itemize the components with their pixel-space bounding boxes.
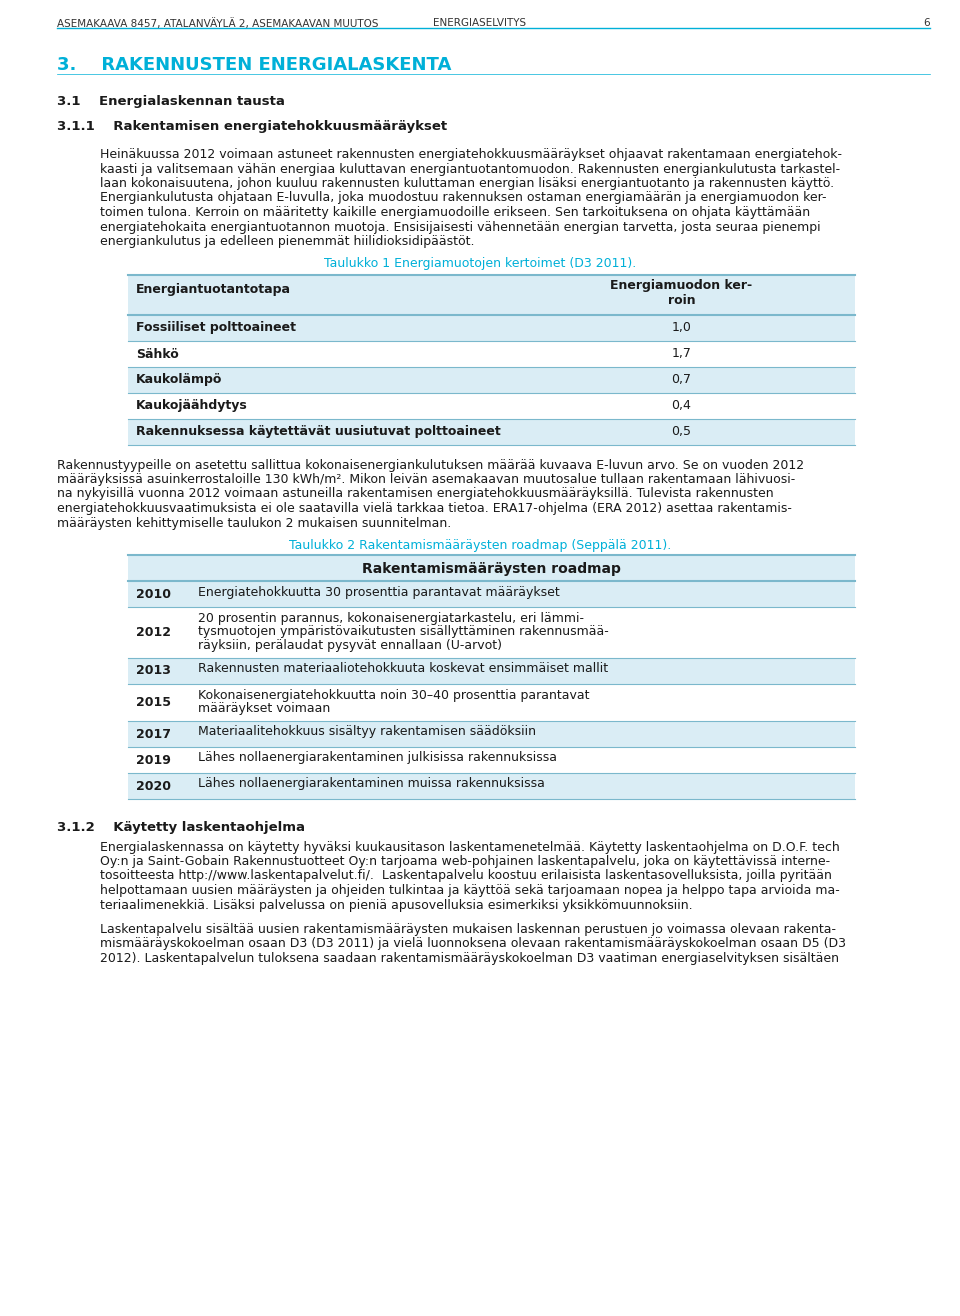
Text: 2012). Laskentapalvelun tuloksena saadaan rakentamismääräyskokoelman D3 vaatiman: 2012). Laskentapalvelun tuloksena saadaa…	[100, 951, 839, 965]
Text: Lähes nollaenergiarakentaminen muissa rakennuksissa: Lähes nollaenergiarakentaminen muissa ra…	[198, 778, 545, 791]
Bar	[128, 720, 855, 746]
Text: roin: roin	[668, 293, 695, 307]
Text: 2020: 2020	[136, 779, 171, 792]
Text: 2010: 2010	[136, 588, 171, 601]
Text: 1,7: 1,7	[672, 347, 691, 361]
Text: tosoitteesta http://www.laskentapalvelut.fi/.  Laskentapalvelu koostuu erilaisis: tosoitteesta http://www.laskentapalvelut…	[100, 870, 832, 883]
Text: ASEMAKAAVA 8457, ATALANVÄYLÄ 2, ASEMAKAAVAN MUUTOS: ASEMAKAAVA 8457, ATALANVÄYLÄ 2, ASEMAKAA…	[57, 18, 378, 29]
Bar	[128, 366, 855, 392]
Bar	[128, 746, 855, 772]
Text: tysmuotojen ympäristövaikutusten sisällyttäminen rakennusmää-: tysmuotojen ympäristövaikutusten sisälly…	[198, 625, 609, 638]
Text: toimen tulona. Kerroin on määritetty kaikille energiamuodoille erikseen. Sen tar: toimen tulona. Kerroin on määritetty kai…	[100, 207, 810, 218]
Text: ENERGIASELVITYS: ENERGIASELVITYS	[433, 18, 527, 28]
Text: energiankulutus ja edelleen pienemmät hiilidioksidipäästöt.: energiankulutus ja edelleen pienemmät hi…	[100, 236, 474, 247]
Text: laan kokonaisuutena, johon kuuluu rakennusten kuluttaman energian lisäksi energi: laan kokonaisuutena, johon kuuluu rakenn…	[100, 176, 834, 190]
Text: teriaalimenekkiä. Lisäksi palvelussa on pieniä apusovelluksia esimerkiksi yksikk: teriaalimenekkiä. Lisäksi palvelussa on …	[100, 899, 692, 912]
Text: 2019: 2019	[136, 754, 171, 766]
Text: energiatehokaita energiantuotannon muotoja. Ensisijaisesti vähennetään energian : energiatehokaita energiantuotannon muoto…	[100, 221, 821, 233]
Bar	[128, 315, 855, 341]
Text: 3.1.1    Rakentamisen energiatehokkuusmääräykset: 3.1.1 Rakentamisen energiatehokkuusmäärä…	[57, 120, 447, 133]
Text: Taulukko 1 Energiamuotojen kertoimet (D3 2011).: Taulukko 1 Energiamuotojen kertoimet (D3…	[324, 258, 636, 271]
Bar	[128, 580, 855, 607]
Text: energiatehokkuusvaatimuksista ei ole saatavilla vielä tarkkaa tietoa. ERA17-ohje: energiatehokkuusvaatimuksista ei ole saa…	[57, 501, 792, 515]
Text: na nykyisillä vuonna 2012 voimaan astuneilla rakentamisen energiatehokkuusmääräy: na nykyisillä vuonna 2012 voimaan astune…	[57, 487, 774, 500]
Text: Lähes nollaenergiarakentaminen julkisissa rakennuksissa: Lähes nollaenergiarakentaminen julkisiss…	[198, 751, 557, 765]
Text: määräysten kehittymiselle taulukon 2 mukaisen suunnitelman.: määräysten kehittymiselle taulukon 2 muk…	[57, 516, 451, 529]
Bar	[128, 418, 855, 445]
Text: 2017: 2017	[136, 728, 171, 741]
Text: 0,5: 0,5	[671, 425, 691, 438]
Text: helpottamaan uusien määräysten ja ohjeiden tulkintaa ja käyttöä sekä tarjoamaan : helpottamaan uusien määräysten ja ohjeid…	[100, 884, 840, 898]
Text: 0,4: 0,4	[672, 400, 691, 412]
Text: 3.1    Energialaskennan tausta: 3.1 Energialaskennan tausta	[57, 95, 285, 108]
Bar	[128, 392, 855, 418]
Text: Energiantuotantotapa: Energiantuotantotapa	[136, 283, 291, 296]
Text: 20 prosentin parannus, kokonaisenergiatarkastelu, eri lämmi-: 20 prosentin parannus, kokonaisenergiata…	[198, 612, 584, 625]
Text: Rakennuksessa käytettävät uusiutuvat polttoaineet: Rakennuksessa käytettävät uusiutuvat pol…	[136, 425, 501, 438]
Text: Kaukolämpö: Kaukolämpö	[136, 374, 223, 387]
Text: 0,7: 0,7	[671, 374, 691, 387]
Text: määräykset voimaan: määräykset voimaan	[198, 701, 330, 715]
Text: Energiamuodon ker-: Energiamuodon ker-	[611, 279, 753, 292]
Bar	[128, 683, 855, 720]
Text: Rakentamismääräysten roadmap: Rakentamismääräysten roadmap	[362, 562, 621, 576]
Bar	[128, 607, 855, 658]
Text: Rakennustyypeille on asetettu sallittua kokonaisenergiankulutuksen määrää kuvaav: Rakennustyypeille on asetettu sallittua …	[57, 458, 804, 471]
Text: Laskentapalvelu sisältää uusien rakentamismääräysten mukaisen laskennan perustue: Laskentapalvelu sisältää uusien rakentam…	[100, 923, 836, 936]
Text: 2015: 2015	[136, 696, 171, 709]
Text: 6: 6	[924, 18, 930, 28]
Text: Fossiiliset polttoaineet: Fossiiliset polttoaineet	[136, 321, 296, 334]
Text: räyksiin, perälaudat pysyvät ennallaan (U-arvot): räyksiin, perälaudat pysyvät ennallaan (…	[198, 640, 502, 651]
Text: 3.    RAKENNUSTEN ENERGIALASKENTA: 3. RAKENNUSTEN ENERGIALASKENTA	[57, 57, 451, 74]
Text: määräyksissä asuinkerrostaloille 130 kWh/m². Mikon leivän asemakaavan muutosalue: määräyksissä asuinkerrostaloille 130 kWh…	[57, 472, 795, 486]
Text: Oy:n ja Saint-Gobain Rakennustuotteet Oy:n tarjoama web-pohjainen laskentapalvel: Oy:n ja Saint-Gobain Rakennustuotteet Oy…	[100, 855, 830, 869]
Text: kaasti ja valitsemaan vähän energiaa kuluttavan energiantuotantomuodon. Rakennus: kaasti ja valitsemaan vähän energiaa kul…	[100, 162, 840, 175]
Text: Energiatehokkuutta 30 prosenttia parantavat määräykset: Energiatehokkuutta 30 prosenttia paranta…	[198, 586, 560, 599]
Bar	[128, 772, 855, 799]
Text: Rakennusten materiaaliotehokkuuta koskevat ensimmäiset mallit: Rakennusten materiaaliotehokkuuta koskev…	[198, 662, 608, 675]
Bar	[128, 658, 855, 683]
Text: Materiaalitehokkuus sisältyy rakentamisen säädöksiin: Materiaalitehokkuus sisältyy rakentamise…	[198, 725, 536, 738]
Text: Heinäkuussa 2012 voimaan astuneet rakennusten energiatehokkuusmääräykset ohjaava: Heinäkuussa 2012 voimaan astuneet rakenn…	[100, 147, 842, 161]
Text: Sähkö: Sähkö	[136, 347, 179, 361]
Bar	[128, 275, 855, 315]
Bar	[128, 555, 855, 580]
Text: Energiankulutusta ohjataan E-luvulla, joka muodostuu rakennuksen ostaman energia: Energiankulutusta ohjataan E-luvulla, jo…	[100, 192, 827, 204]
Text: mismääräyskokoelman osaan D3 (D3 2011) ja vielä luonnoksena olevaan rakentamismä: mismääräyskokoelman osaan D3 (D3 2011) j…	[100, 937, 846, 950]
Text: Taulukko 2 Rakentamismääräysten roadmap (Seppälä 2011).: Taulukko 2 Rakentamismääräysten roadmap …	[289, 540, 671, 551]
Text: 1,0: 1,0	[672, 321, 691, 334]
Text: Kaukojäähdytys: Kaukojäähdytys	[136, 400, 248, 412]
Text: 2012: 2012	[136, 626, 171, 640]
Text: Energialaskennassa on käytetty hyväksi kuukausitason laskentamenetelmää. Käytett: Energialaskennassa on käytetty hyväksi k…	[100, 841, 840, 854]
Text: Kokonaisenergiatehokkuutta noin 30–40 prosenttia parantavat: Kokonaisenergiatehokkuutta noin 30–40 pr…	[198, 688, 589, 701]
Text: 3.1.2    Käytetty laskentaohjelma: 3.1.2 Käytetty laskentaohjelma	[57, 820, 305, 833]
Bar	[128, 341, 855, 366]
Text: 2013: 2013	[136, 665, 171, 678]
